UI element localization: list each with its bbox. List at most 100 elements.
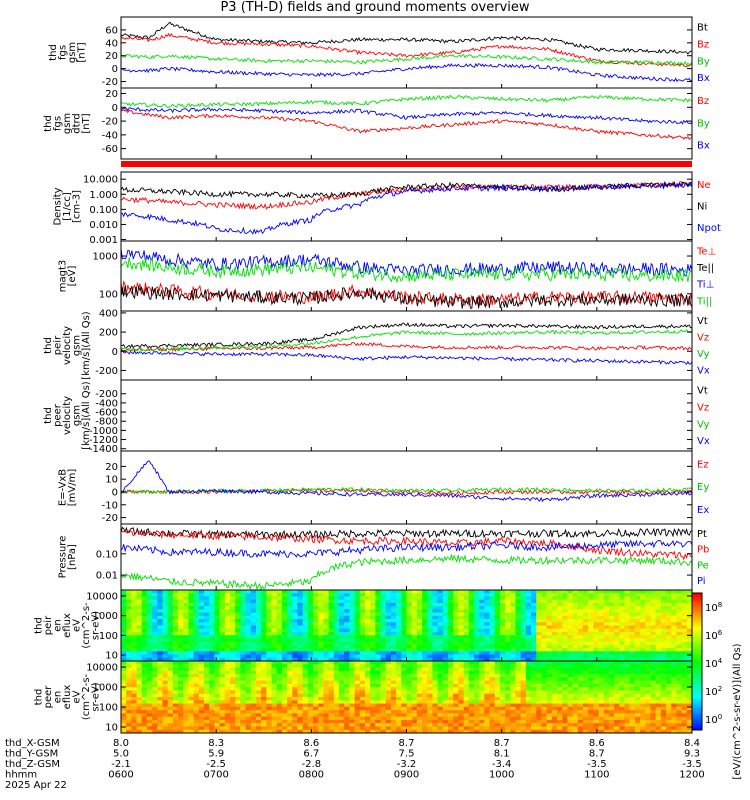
spectrogram-cell (276, 628, 283, 633)
spectrogram-cell (645, 615, 651, 620)
spectrogram-cell (645, 654, 651, 659)
spectrogram-cell (422, 628, 428, 633)
spectrogram-cell (209, 693, 215, 698)
spectrogram-cell (297, 697, 304, 701)
spectrogram-cell (505, 661, 511, 665)
spectrogram-cell (375, 719, 381, 724)
spectrogram-cell (219, 657, 226, 662)
spectrogram-cell (349, 693, 355, 698)
spectrogram-cell (157, 664, 163, 668)
spectrogram-cell (593, 693, 599, 698)
spectrogram-cell (484, 729, 490, 734)
spectrogram-cell (318, 687, 324, 691)
spectrogram-cell (479, 599, 485, 604)
spectrogram-cell (318, 661, 324, 665)
spectrogram-cell (323, 680, 330, 685)
spectrogram-cell (676, 606, 683, 610)
spectrogram-cell (380, 726, 387, 731)
spectrogram-cell (525, 619, 532, 623)
spectrogram-cell (146, 622, 153, 626)
spectrogram-cell (416, 641, 423, 646)
spectrogram-cell (172, 599, 179, 604)
spectrogram-cell (313, 661, 319, 665)
spectrogram-cell (364, 648, 371, 652)
spectrogram-cell (157, 723, 163, 727)
spectrogram-cell (536, 602, 542, 607)
spectrogram-cell (567, 719, 574, 724)
spectrogram-cell (619, 590, 625, 594)
spectrogram-cell (645, 661, 651, 665)
spectrogram-cell (375, 677, 381, 682)
spectrogram-cell (588, 726, 594, 731)
spectrogram-cell (178, 674, 184, 678)
spectrogram-cell (681, 590, 688, 594)
spectrogram-cell (572, 590, 579, 594)
spectrogram-cell (536, 628, 542, 633)
spectrogram-cell (437, 674, 444, 678)
spectrogram-cell (634, 625, 641, 630)
spectrogram-cell (276, 726, 283, 731)
spectrogram-cell (582, 723, 589, 727)
spectrogram-cell (551, 690, 558, 695)
spectrogram-cell (255, 661, 262, 665)
spectrogram-cell (349, 713, 355, 718)
spectrogram-cell (313, 612, 319, 617)
spectrogram-cell (370, 703, 376, 708)
spectrogram-cell (489, 612, 496, 617)
spectrogram-cell (629, 719, 636, 724)
spectrogram-cell (198, 638, 205, 643)
spectrogram-cell (401, 703, 407, 708)
spectrogram-cell (525, 641, 532, 646)
spectrogram-cell (230, 615, 236, 620)
spectrogram-cell (209, 687, 215, 691)
spectrogram-cell (603, 683, 610, 688)
spectrogram-cell (624, 609, 631, 613)
spectrogram-cell (676, 596, 683, 601)
spectrogram-cell (629, 713, 636, 718)
spectrogram-cell (136, 648, 143, 652)
spectrogram-cell (141, 651, 148, 655)
spectrogram-cell (266, 697, 272, 701)
spectrogram-cell (297, 693, 304, 698)
spectrogram-cell (614, 700, 620, 704)
spectrogram-cell (141, 631, 148, 636)
spectrogram-cell (328, 697, 335, 701)
spectrogram-cell (531, 664, 537, 668)
spectrogram-cell (624, 683, 631, 688)
spectrogram-cell (219, 641, 226, 646)
spectrogram-cell (650, 664, 657, 668)
spectrogram-cell (328, 599, 335, 604)
spectrogram-cell (354, 674, 361, 678)
legend-By: By (697, 118, 710, 129)
spectrogram-cell (162, 693, 169, 698)
spectrogram-cell (557, 602, 563, 607)
spectrogram-cell (588, 706, 594, 711)
spectrogram-cell (339, 680, 345, 685)
spectrogram-cell (214, 622, 221, 626)
spectrogram-cell (437, 615, 444, 620)
spectrogram-cell (219, 625, 226, 630)
spectrogram-cell (629, 622, 636, 626)
spectrogram-cell (198, 599, 205, 604)
spectrogram-cell (531, 638, 537, 643)
spectrogram-cell (448, 677, 454, 682)
spectrogram-cell (141, 638, 148, 643)
spectrogram-cell (396, 631, 402, 636)
spectrogram-cell (349, 635, 355, 639)
spectrogram-cell (494, 661, 501, 665)
spectrogram-cell (401, 615, 407, 620)
spectrogram-cell (250, 729, 257, 734)
spectrogram-cell (344, 723, 350, 727)
spectrogram-cell (567, 635, 574, 639)
spectrogram-cell (302, 612, 309, 617)
spectrogram-cell (458, 674, 464, 678)
spectrogram-cell (453, 693, 459, 698)
spectrogram-cell (515, 677, 522, 682)
spectrogram-cell (484, 710, 490, 714)
spectrogram-cell (515, 700, 522, 704)
spectrogram-cell (598, 648, 605, 652)
spectrogram-cell (541, 612, 548, 617)
spectrogram-cell (245, 693, 252, 698)
spectrogram-cell (209, 683, 215, 688)
spectrogram-cell (188, 657, 195, 662)
